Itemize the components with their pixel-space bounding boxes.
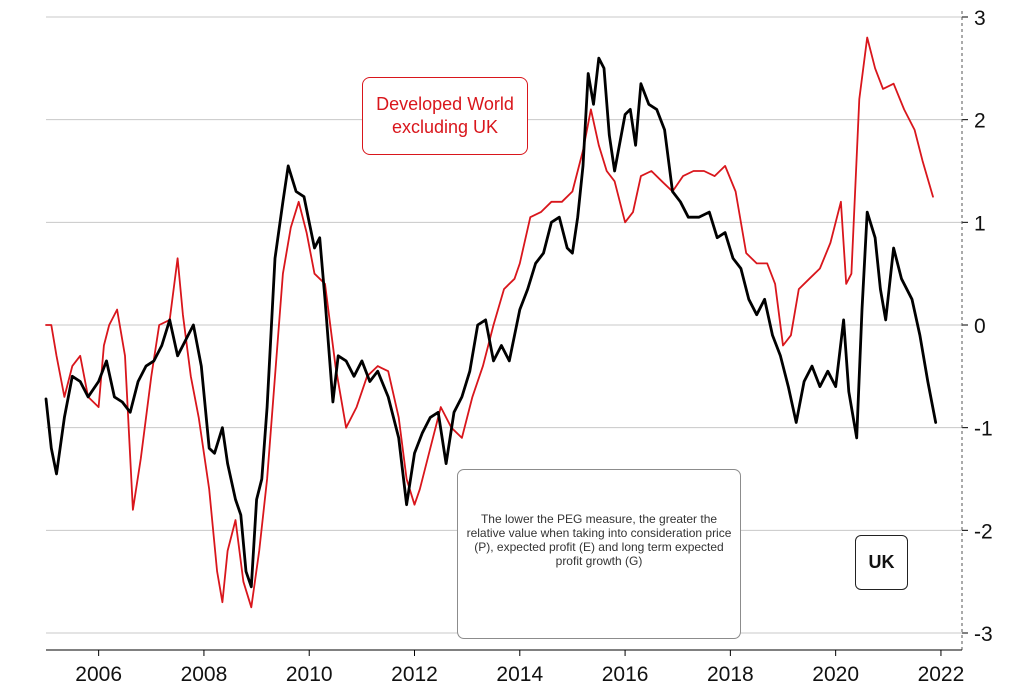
y-tick-label-1: 2 [974,110,986,133]
x-tick-label-0: 2006 [75,663,122,686]
y-tick-label-2: 1 [974,212,986,235]
developed-world-label: Developed World excluding UK [362,77,528,155]
x-tick-label-1: 2008 [181,663,228,686]
developed-world-label-line2: excluding UK [391,117,499,137]
x-tick-label-6: 2018 [707,663,754,686]
tick-labels: 3 2 1 0 -1 -2 -3 2006 2008 2010 2012 2014 2016 2018 20… [75,7,992,686]
uk-label: UK [855,535,908,590]
developed-world-label-line1: Developed World [376,94,514,114]
y-tick-label-0: 3 [974,7,986,30]
series-line-developed-world [45,36,934,609]
x-tick-label-2: 2010 [286,663,333,686]
y-tick-label-5: -2 [974,520,993,543]
x-tick-label-5: 2016 [602,663,649,686]
y-tick-label-6: -3 [974,623,993,646]
x-tick-label-7: 2020 [812,663,859,686]
x-tick-label-3: 2012 [391,663,438,686]
x-tick-label-8: 2022 [918,663,965,686]
uk-label-text: UK [868,552,895,572]
y-tick-label-3: 0 [974,315,986,338]
y-tick-label-4: -1 [974,418,993,441]
peg-note-box: The lower the PEG measure, the greater t… [457,469,741,639]
series-lines [44,36,938,609]
axes [46,11,968,656]
x-tick-label-4: 2014 [496,663,543,686]
peg-note-text: The lower the PEG measure, the greater t… [466,512,732,568]
series-line-uk [44,56,938,589]
